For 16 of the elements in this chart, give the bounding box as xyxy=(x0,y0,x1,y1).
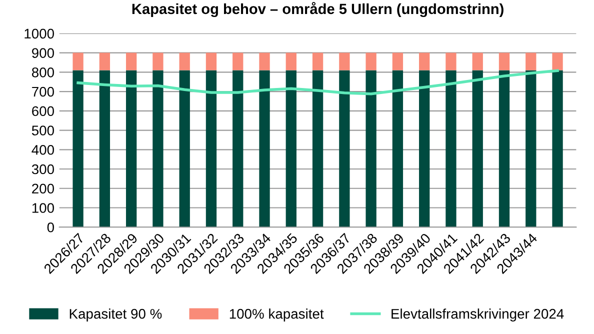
y-tick-label: 600 xyxy=(32,106,54,116)
y-tick-label: 700 xyxy=(32,86,54,97)
y-tick-label: 300 xyxy=(32,164,54,174)
line-series xyxy=(76,69,559,96)
y-tick-label: 1000 xyxy=(24,28,54,39)
legend-label: 100% kapasitet xyxy=(230,308,324,322)
chart-title: Kapasitet og behov – område 5 Ullern (ungdomstrinn) xyxy=(132,2,504,18)
y-tick-label: 200 xyxy=(32,184,54,194)
y-tick-label: 0 xyxy=(47,222,54,232)
legend-label: Kapasitet 90 % xyxy=(70,308,162,322)
y-tick-label: 900 xyxy=(32,48,54,58)
y-tick-label: 400 xyxy=(32,144,54,155)
legend-label: Elevtallsframskrivinger 2024 xyxy=(392,308,564,322)
y-tick-label: 800 xyxy=(32,67,54,78)
y-tick-label: 100 xyxy=(32,203,54,213)
y-tick-label: 500 xyxy=(32,126,54,136)
